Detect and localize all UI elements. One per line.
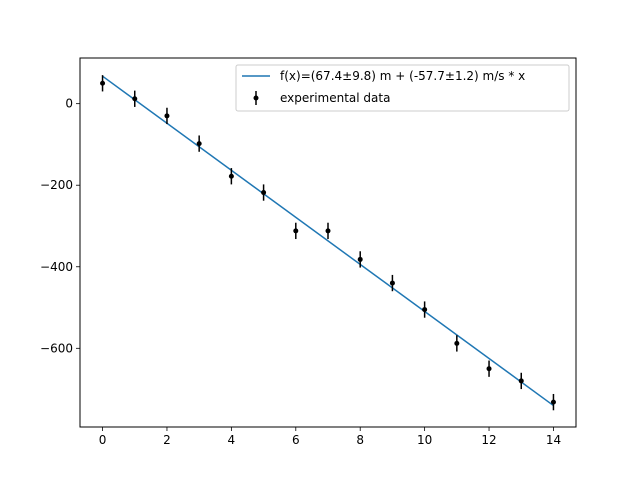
plot-area — [100, 75, 556, 411]
legend-label-data: experimental data — [280, 91, 390, 105]
data-point — [422, 307, 428, 313]
data-point — [389, 280, 395, 286]
data-point — [100, 80, 106, 86]
data-point — [518, 378, 524, 384]
data-point — [550, 399, 556, 405]
axes-frame — [79, 57, 577, 428]
legend: f(x)=(67.4±9.8) m + (-57.7±1.2) m/s * x … — [235, 64, 570, 112]
legend-label-fit: f(x)=(67.4±9.8) m + (-57.7±1.2) m/s * x — [280, 69, 525, 83]
x-tick-label: 14 — [546, 433, 561, 447]
data-point — [486, 366, 492, 372]
x-tick-label: 8 — [356, 433, 364, 447]
y-tick-label: −200 — [40, 178, 73, 192]
x-tick-label: 2 — [163, 433, 171, 447]
axis-ticks: 0 2 4 6 8 10 12 14 0 −200 −400 −600 — [40, 97, 561, 447]
data-point — [132, 96, 138, 102]
data-point — [228, 173, 234, 179]
data-point — [196, 141, 202, 147]
y-tick-label: −600 — [40, 341, 73, 355]
x-tick-label: 10 — [417, 433, 432, 447]
x-tick-label: 4 — [228, 433, 236, 447]
data-point — [454, 340, 460, 346]
legend-errorbar-swatch — [253, 91, 259, 105]
fit-line — [102, 75, 554, 407]
legend-errorbar-point — [253, 95, 259, 101]
y-tick-label: 0 — [65, 97, 73, 111]
x-tick-label: 6 — [292, 433, 300, 447]
data-point — [325, 228, 331, 234]
legend-box — [235, 64, 570, 112]
data-point — [357, 256, 363, 262]
data-point — [164, 113, 170, 119]
y-tick-label: −400 — [40, 260, 73, 274]
x-tick-label: 0 — [99, 433, 107, 447]
data-point — [293, 228, 299, 234]
data-point — [261, 190, 267, 196]
x-tick-label: 12 — [481, 433, 496, 447]
